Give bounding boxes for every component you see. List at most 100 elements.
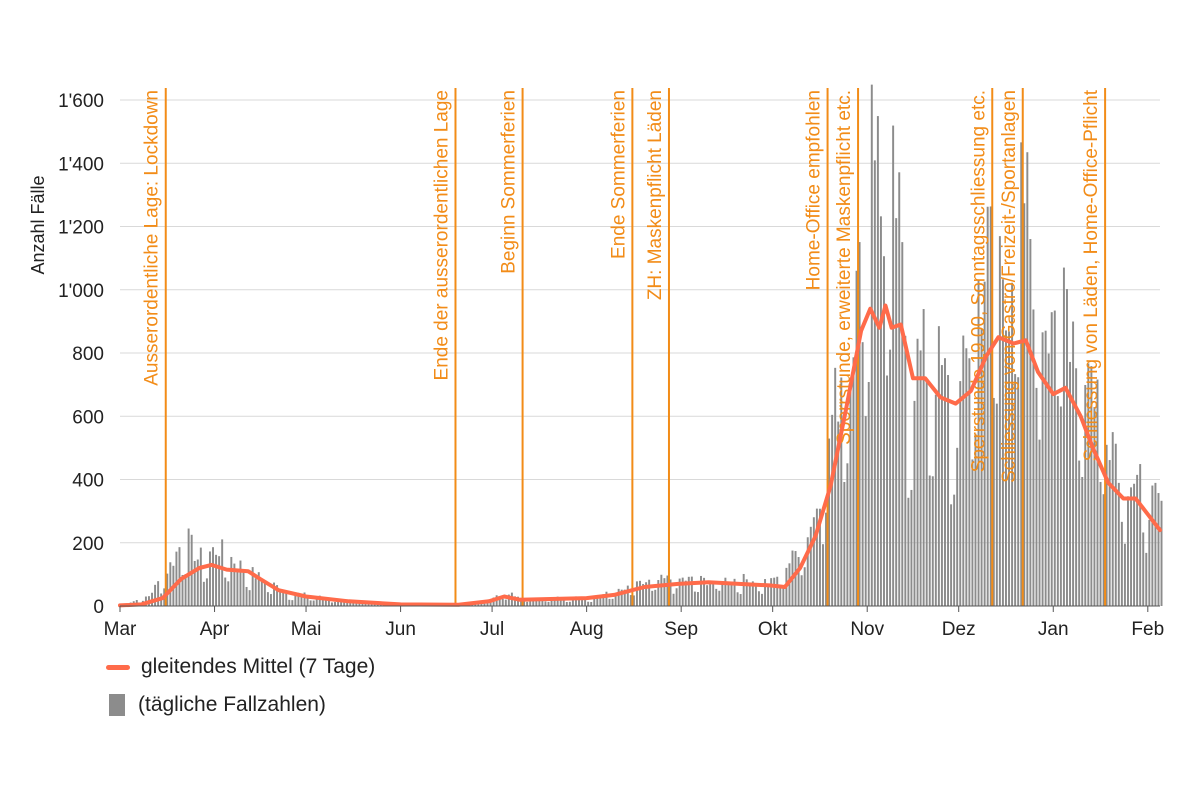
event-label: Home-Office empfohlen (804, 90, 825, 290)
daily-bar (300, 593, 303, 606)
daily-bar (544, 601, 547, 606)
daily-bar (535, 598, 538, 606)
legend-bar-swatch (109, 694, 125, 716)
daily-bar (1044, 330, 1047, 606)
daily-bar (709, 581, 712, 606)
daily-bar (1105, 444, 1108, 606)
daily-bar (1041, 332, 1044, 606)
daily-bar (712, 580, 715, 606)
daily-bar (651, 590, 654, 606)
daily-bar (273, 582, 275, 606)
daily-bar (727, 583, 730, 606)
x-tick-label: Feb (1131, 619, 1164, 640)
daily-bar (175, 551, 178, 606)
y-tick-label: 800 (72, 344, 104, 365)
daily-bar (605, 591, 608, 606)
daily-bar (1014, 374, 1017, 606)
daily-bar (318, 595, 321, 606)
daily-bar (925, 378, 928, 606)
daily-bar (169, 562, 172, 606)
daily-bar (916, 338, 919, 606)
daily-bar (587, 601, 590, 606)
daily-bar (971, 459, 974, 606)
daily-bar (1151, 485, 1154, 606)
y-tick-label: 1'400 (58, 154, 104, 175)
daily-bar (608, 598, 611, 606)
daily-bar (828, 438, 831, 606)
legend-line-swatch (106, 664, 130, 670)
daily-bar (306, 595, 309, 606)
daily-bar (886, 375, 889, 606)
daily-bar (834, 367, 837, 606)
daily-bar (934, 394, 937, 606)
daily-bar (590, 601, 593, 606)
daily-bar (227, 581, 230, 606)
daily-bar (611, 598, 614, 606)
daily-bar (623, 589, 626, 606)
daily-bar (1026, 152, 1029, 606)
daily-bar (355, 602, 358, 606)
daily-bar (199, 547, 202, 606)
daily-bar (770, 578, 773, 606)
daily-bar (1078, 460, 1081, 606)
daily-bar (218, 556, 221, 606)
x-tick-label: Apr (200, 619, 230, 640)
daily-bar (553, 598, 556, 606)
daily-bar (629, 595, 632, 606)
daily-bar (672, 593, 675, 606)
daily-bar (593, 595, 596, 606)
daily-bar (568, 601, 571, 606)
daily-bar (706, 585, 709, 606)
daily-bar (803, 567, 806, 606)
daily-bar (1035, 387, 1038, 606)
daily-bar (1081, 476, 1084, 606)
daily-bar (733, 578, 736, 606)
daily-bar (687, 576, 690, 606)
daily-bar (352, 602, 355, 606)
daily-bar (504, 599, 507, 606)
daily-bar (831, 414, 834, 606)
daily-bar (1038, 439, 1041, 606)
daily-bar (718, 590, 721, 606)
daily-bar (1142, 532, 1145, 606)
daily-bar (1066, 289, 1068, 606)
daily-bar (867, 382, 870, 606)
daily-bar (254, 578, 257, 606)
daily-bar (983, 281, 986, 606)
daily-bar (324, 598, 327, 606)
daily-bar (596, 595, 599, 606)
daily-bar (303, 592, 306, 606)
daily-bar (730, 582, 733, 606)
daily-bar (526, 601, 529, 606)
daily-bar (748, 584, 751, 606)
daily-bar (507, 594, 510, 606)
x-tick-label: Mar (104, 619, 137, 640)
event-label: Schliessung von Läden, Home-Office-Pflic… (1081, 89, 1102, 461)
daily-bar (703, 577, 706, 606)
daily-bar (239, 560, 242, 606)
event-label: Beginn Sommerferien (499, 90, 520, 274)
daily-bar (639, 580, 641, 606)
daily-bar (184, 574, 187, 606)
daily-bar (276, 585, 279, 606)
y-tick-label: 1'000 (58, 281, 104, 302)
daily-bar (556, 596, 559, 606)
daily-bar (992, 397, 995, 606)
daily-bar (928, 475, 931, 606)
event-label: Ende der ausserordentlichen Lage (431, 90, 452, 380)
daily-bar (846, 463, 849, 606)
daily-bar (635, 581, 638, 606)
daily-bar (154, 584, 157, 606)
daily-bar (879, 216, 882, 606)
daily-bar (578, 599, 580, 606)
daily-bar (193, 560, 196, 606)
daily-bar (263, 583, 266, 606)
daily-bar (279, 590, 282, 606)
daily-bar (806, 537, 809, 606)
daily-bar (297, 592, 300, 606)
daily-bar (974, 433, 977, 606)
daily-bar (767, 583, 770, 606)
daily-bar (330, 602, 333, 606)
daily-bar (269, 594, 272, 606)
y-tick-label: 400 (72, 471, 104, 492)
